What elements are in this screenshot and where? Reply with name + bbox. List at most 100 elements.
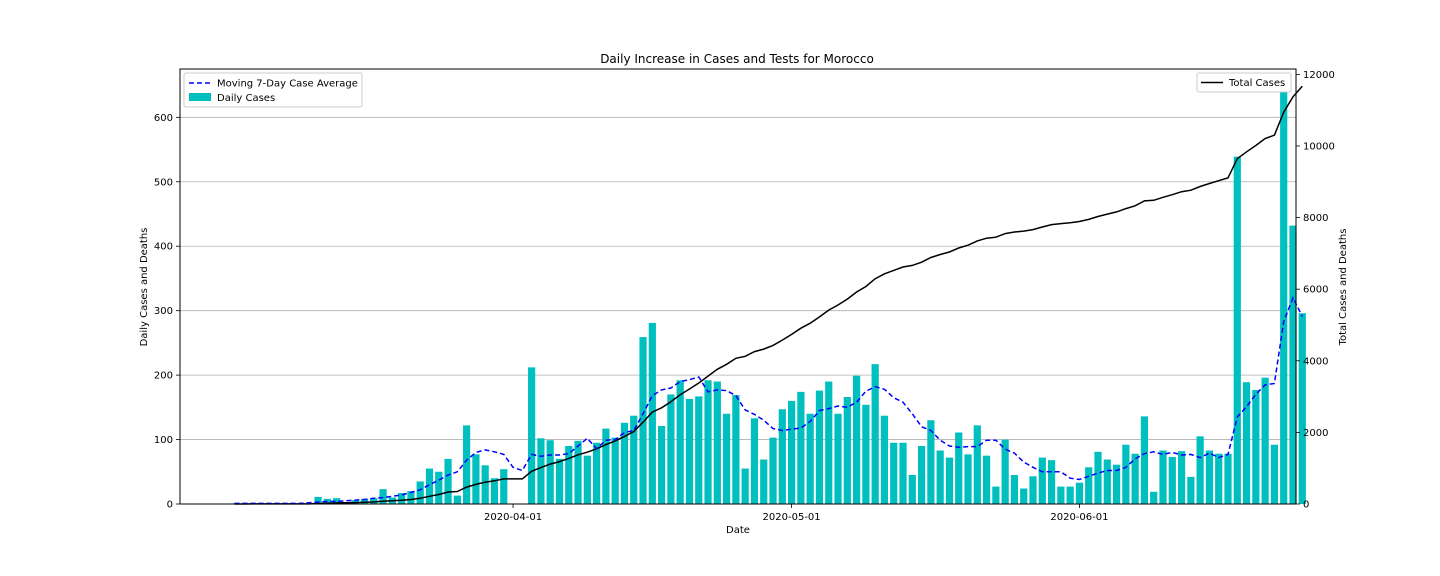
bar-daily-cases <box>750 418 759 504</box>
bar-daily-cases <box>407 491 415 504</box>
bar-daily-cases <box>899 442 907 504</box>
bar-daily-cases <box>1242 382 1251 504</box>
bar-daily-cases <box>880 415 889 504</box>
bar-daily-cases <box>713 381 721 504</box>
legend-left-frame <box>183 72 363 108</box>
bar-daily-cases <box>723 413 731 504</box>
legend-right-frame <box>1196 72 1292 93</box>
bar-daily-cases <box>379 489 387 504</box>
y-tick-label-left: 0 <box>167 500 173 511</box>
bar-daily-cases <box>695 396 703 504</box>
bar-daily-cases <box>1112 464 1121 504</box>
bar-daily-cases <box>481 465 489 504</box>
bar-daily-cases <box>917 446 926 504</box>
y-tick-label-right: 6000 <box>1303 285 1328 296</box>
line-moving-average <box>234 295 1303 505</box>
x-tick-label: 2020-06-01 <box>1050 512 1108 523</box>
y-tick-label-right: 0 <box>1303 500 1309 511</box>
bar-daily-cases <box>333 498 341 504</box>
bar-daily-cases <box>620 422 629 504</box>
bar-daily-cases <box>741 468 749 504</box>
bar-daily-cases <box>1177 451 1186 504</box>
bar-daily-cases <box>1122 444 1130 504</box>
bar-daily-cases <box>1038 457 1046 504</box>
legend-swatch-daily <box>189 93 211 101</box>
bar-daily-cases <box>583 455 591 504</box>
bar-daily-cases <box>806 413 814 504</box>
bar-daily-cases <box>778 409 786 504</box>
y-tick-label-right: 2000 <box>1303 428 1328 439</box>
bar-daily-cases <box>416 481 424 504</box>
plot-frame <box>179 68 1297 505</box>
legend-right: Total Cases <box>1196 72 1292 93</box>
legend-label-total: Total Cases <box>1228 78 1285 89</box>
bar-daily-cases <box>825 381 833 504</box>
bar-daily-cases <box>927 420 935 504</box>
bar-daily-cases <box>1187 476 1195 504</box>
bar-daily-cases <box>936 450 944 504</box>
bar-daily-cases <box>453 495 461 504</box>
bar-daily-cases <box>1159 450 1167 504</box>
bar-daily-cases <box>667 394 675 504</box>
bars <box>230 90 1306 505</box>
bar-daily-cases <box>658 426 666 504</box>
bar-daily-cases <box>1010 475 1019 504</box>
bar-daily-cases <box>1020 488 1028 504</box>
bar-daily-cases <box>593 442 601 504</box>
y-tick-label-right: 12000 <box>1303 70 1335 81</box>
bar-daily-cases <box>1233 156 1241 504</box>
y-tick-label-right: 10000 <box>1303 141 1335 152</box>
bar-daily-cases <box>611 437 619 504</box>
bar-daily-cases <box>769 437 777 504</box>
bar-daily-cases <box>1094 451 1102 504</box>
y-tick-label-left: 500 <box>154 177 173 188</box>
bar-daily-cases <box>398 493 406 504</box>
bar-daily-cases <box>945 457 954 504</box>
bar-daily-cases <box>843 397 851 504</box>
bar-daily-cases <box>639 337 647 504</box>
bar-daily-cases <box>685 398 694 504</box>
bar-daily-cases <box>1131 453 1139 504</box>
series-lines <box>234 85 1303 505</box>
bar-daily-cases <box>490 478 499 504</box>
bar-daily-cases <box>425 468 434 504</box>
grid <box>180 116 1296 440</box>
bar-daily-cases <box>1298 313 1306 504</box>
bar-daily-cases <box>574 440 582 504</box>
bar-daily-cases <box>1029 476 1037 504</box>
bar-daily-cases <box>797 391 805 504</box>
x-axis-label: Date <box>726 525 750 536</box>
bar-daily-cases <box>862 404 870 504</box>
bar-daily-cases <box>992 486 1000 504</box>
bar-daily-cases <box>1057 486 1065 504</box>
bar-daily-cases <box>732 395 740 504</box>
bar-daily-cases <box>1289 225 1297 504</box>
bar-daily-cases <box>630 415 638 504</box>
line-total-cases <box>234 85 1303 505</box>
bar-daily-cases <box>964 454 972 504</box>
y-tick-label-left: 300 <box>154 306 173 317</box>
legend-label-daily: Daily Cases <box>217 93 275 104</box>
y-axis-label-left: Daily Cases and Deaths <box>139 228 150 347</box>
bar-daily-cases <box>788 400 796 504</box>
chart-title: Daily Increase in Cases and Tests for Mo… <box>600 52 874 66</box>
legend-label-average: Moving 7-Day Case Average <box>217 79 358 90</box>
y-axis-label-right: Total Cases and Deaths <box>1338 229 1349 347</box>
bar-daily-cases <box>546 440 554 504</box>
bar-daily-cases <box>1150 491 1158 504</box>
bar-daily-cases <box>704 380 712 504</box>
legend-left: Moving 7-Day Case Average Daily Cases <box>183 72 363 108</box>
bar-daily-cases <box>1066 486 1074 504</box>
y-tick-label-left: 100 <box>154 435 173 446</box>
bar-daily-cases <box>908 475 916 504</box>
bar-daily-cases <box>360 498 369 504</box>
bar-daily-cases <box>890 442 898 504</box>
bar-daily-cases <box>955 432 963 504</box>
bar-daily-cases <box>1168 456 1176 504</box>
bar-daily-cases <box>472 454 480 504</box>
bar-daily-cases <box>1001 439 1009 504</box>
bar-daily-cases <box>463 425 471 504</box>
bar-daily-cases <box>648 322 656 504</box>
bar-daily-cases <box>815 390 824 504</box>
